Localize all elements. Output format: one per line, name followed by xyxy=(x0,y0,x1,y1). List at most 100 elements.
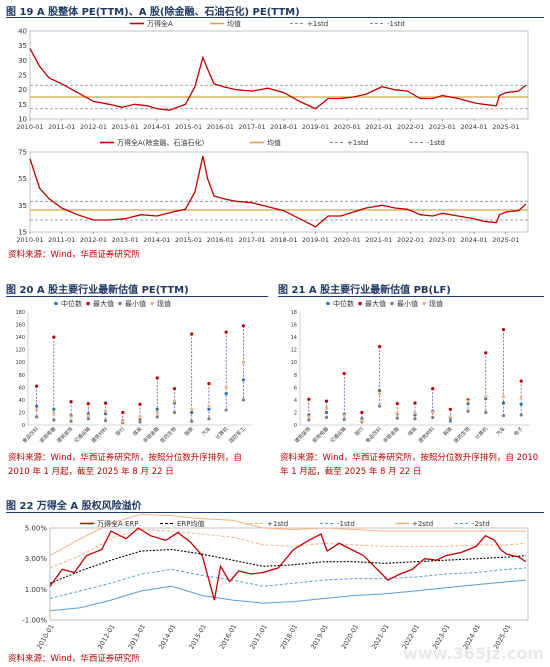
c5-std-plus1-line xyxy=(49,528,526,569)
c4-xtick-7: 建筑材料 xyxy=(417,425,436,444)
c4-max-point-7 xyxy=(431,386,435,391)
c3-max-point-6 xyxy=(138,402,142,406)
c4-min-point-1 xyxy=(324,415,329,420)
c4-legend-3-label: 现值 xyxy=(429,299,443,308)
c4-ytick-7: 14 xyxy=(291,335,297,341)
c1-xtick-15: 2025-01 xyxy=(492,123,519,131)
c5-ytick-3: 5.00% xyxy=(25,525,48,533)
c4-current-point-11 xyxy=(501,395,506,399)
c3-legend-3-label: 现值 xyxy=(157,299,171,308)
c3-ytick-2: 40 xyxy=(19,398,25,404)
c3-xtick-3: 交通运输 xyxy=(73,425,92,444)
c4-min-point-5 xyxy=(395,416,399,420)
c4-xtick-1: 家用电器 xyxy=(311,425,330,444)
c3-current-point-11 xyxy=(224,385,228,389)
c1-xtick-8: 2018-01 xyxy=(270,123,297,131)
c2-xtick-15: 2025-01 xyxy=(492,236,519,244)
c5-frame xyxy=(49,527,529,621)
c4-min-point-11 xyxy=(501,413,506,418)
c2-xtick-14: 2024-01 xyxy=(460,236,487,244)
c4-current-point-12 xyxy=(519,396,523,400)
c3-xtick-10: 汽车 xyxy=(200,425,212,437)
c3-min-point-8 xyxy=(172,410,177,415)
c3-max-point-7 xyxy=(155,376,159,380)
c4-current-point-2 xyxy=(342,413,346,418)
c1-xtick-13: 2023-01 xyxy=(429,123,456,131)
c5-ytick-1: 1.00% xyxy=(25,586,48,594)
c4-current-point-6 xyxy=(413,411,417,415)
c4-median-point-11 xyxy=(501,401,506,405)
c1-xtick-3: 2013-01 xyxy=(112,123,139,131)
c4-legend-1-swatch xyxy=(358,301,362,306)
c5-xtick-4: 2015-01 xyxy=(187,623,208,651)
c4-max-point-5 xyxy=(395,402,399,406)
c5-xtick-5: 2016-01 xyxy=(218,623,239,651)
c2-xtick-6: 2016-01 xyxy=(207,236,234,244)
c1-ytick-0: 10 xyxy=(18,116,27,124)
c4-max-point-10 xyxy=(484,351,488,355)
c1-ytick-5: 35 xyxy=(18,42,27,50)
c1-xtick-0: 2010-01 xyxy=(16,123,43,131)
c3-current-point-6 xyxy=(138,415,142,420)
fig20-source-line2: 2010 年 1 月起，截至 2025 年 8 月 22 日 xyxy=(8,467,174,477)
c1-legend-3-label: -1std xyxy=(387,20,405,28)
c4-ytick-6: 12 xyxy=(291,348,297,354)
c2-xtick-0: 2010-01 xyxy=(16,236,43,244)
c3-legend-3-swatch xyxy=(150,301,154,306)
c3-median-point-9 xyxy=(190,410,194,415)
c4-legend-0-label: 中位数 xyxy=(333,299,354,308)
c5-xtick-14: 2025-01 xyxy=(492,623,513,651)
c3-max-point-1 xyxy=(52,335,56,339)
c4-max-point-11 xyxy=(501,327,506,332)
c2-ytick-2: 55 xyxy=(18,175,27,183)
c4-legend-3-swatch xyxy=(422,301,426,306)
fig19-title: 图 19 A 股整体 PE(TTM)、A 股(除金融、石油石化) PE(TTM) xyxy=(6,7,300,18)
c3-min-point-1 xyxy=(52,418,56,422)
c5-xtick-12: 2023-01 xyxy=(431,623,452,651)
c3-max-point-11 xyxy=(224,330,228,334)
fig20-title: 图 20 A 股主要行业最新估值 PE(TTM) xyxy=(6,285,189,296)
c3-median-point-11 xyxy=(224,392,228,396)
c1-ytick-2: 20 xyxy=(18,86,27,94)
c5-legend-5-label: -2std xyxy=(472,520,490,528)
fig22-source: 资料来源：Wind，华西证券研究所 xyxy=(8,654,140,664)
c3-current-point-0 xyxy=(35,408,39,412)
c1-xtick-4: 2014-01 xyxy=(143,123,170,131)
c1-xtick-1: 2011-01 xyxy=(48,123,75,131)
c1-xtick-5: 2015-01 xyxy=(175,123,202,131)
fig22-title: 图 22 万得全 A 股权风险溢价 xyxy=(6,501,142,512)
c1-ytick-4: 30 xyxy=(18,57,27,65)
c3-min-point-3 xyxy=(86,417,90,421)
c3-xtick-6: 煤炭 xyxy=(131,425,143,437)
c4-xtick-11: 汽车 xyxy=(495,425,507,437)
c1-legend-2-label: +1std xyxy=(307,20,328,28)
c4-legend-0-swatch xyxy=(326,301,330,306)
c4-ytick-4: 8 xyxy=(294,373,297,379)
c4-max-point-8 xyxy=(448,407,452,411)
fig19-rule xyxy=(6,17,544,18)
c4-current-point-3 xyxy=(360,419,364,423)
c3-current-point-2 xyxy=(69,415,73,419)
c5-mean-line xyxy=(49,548,526,584)
c4-current-point-10 xyxy=(484,395,488,399)
c1-ytick-1: 15 xyxy=(18,101,27,109)
c3-ytick-8: 160 xyxy=(15,323,25,329)
c4-min-point-9 xyxy=(466,409,470,413)
c5-xtick-11: 2022-01 xyxy=(401,623,422,651)
c3-ytick-0: 0 xyxy=(22,423,25,429)
c3-xtick-2: 建筑装饰 xyxy=(55,425,74,444)
c5-legend-2-label: +1std xyxy=(267,520,288,528)
c4-max-point-12 xyxy=(519,379,523,383)
c4-legend-2-label: 最小值 xyxy=(397,299,418,308)
c2-xtick-1: 2011-01 xyxy=(48,236,75,244)
c2-xtick-7: 2017-01 xyxy=(238,236,265,244)
fig22-rule xyxy=(6,512,544,513)
c4-xtick-8: 钢铁 xyxy=(442,425,454,437)
c3-max-point-2 xyxy=(69,400,73,404)
c3-current-point-3 xyxy=(86,413,90,418)
c3-legend-2-swatch xyxy=(118,301,122,306)
c3-max-point-3 xyxy=(86,402,90,406)
c3-max-point-9 xyxy=(190,332,194,336)
c1-xtick-6: 2016-01 xyxy=(207,123,234,131)
c4-min-point-6 xyxy=(413,417,417,421)
